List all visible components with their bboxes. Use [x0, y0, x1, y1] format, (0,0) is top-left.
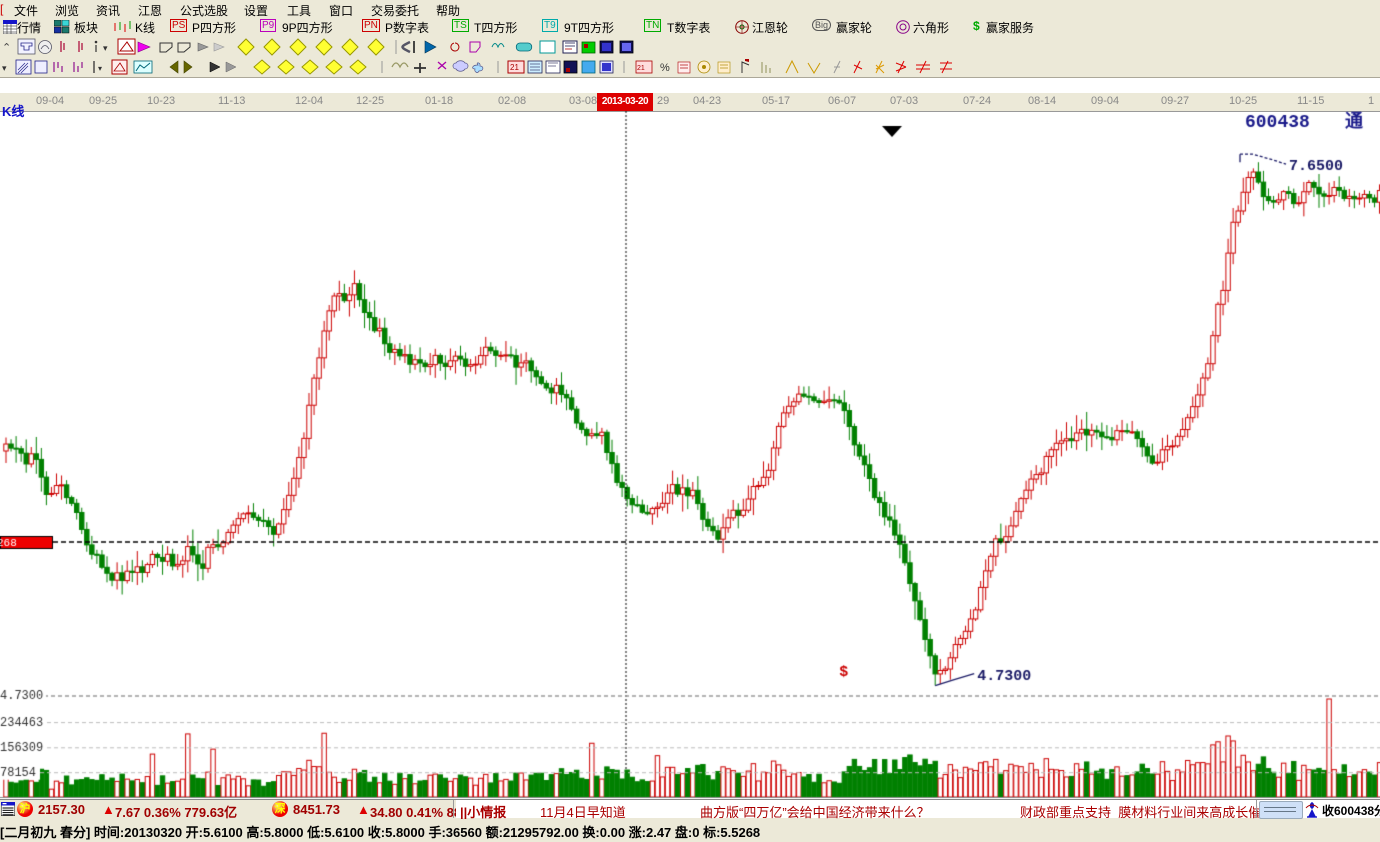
- svg-text:%: %: [660, 62, 670, 74]
- svg-text:21: 21: [637, 65, 645, 72]
- svg-text:▾: ▾: [103, 43, 108, 53]
- svg-text:⌃: ⌃: [2, 42, 11, 54]
- svg-text:21: 21: [510, 63, 519, 72]
- svg-text:▾: ▾: [98, 64, 102, 73]
- svg-text:▾: ▾: [2, 63, 7, 73]
